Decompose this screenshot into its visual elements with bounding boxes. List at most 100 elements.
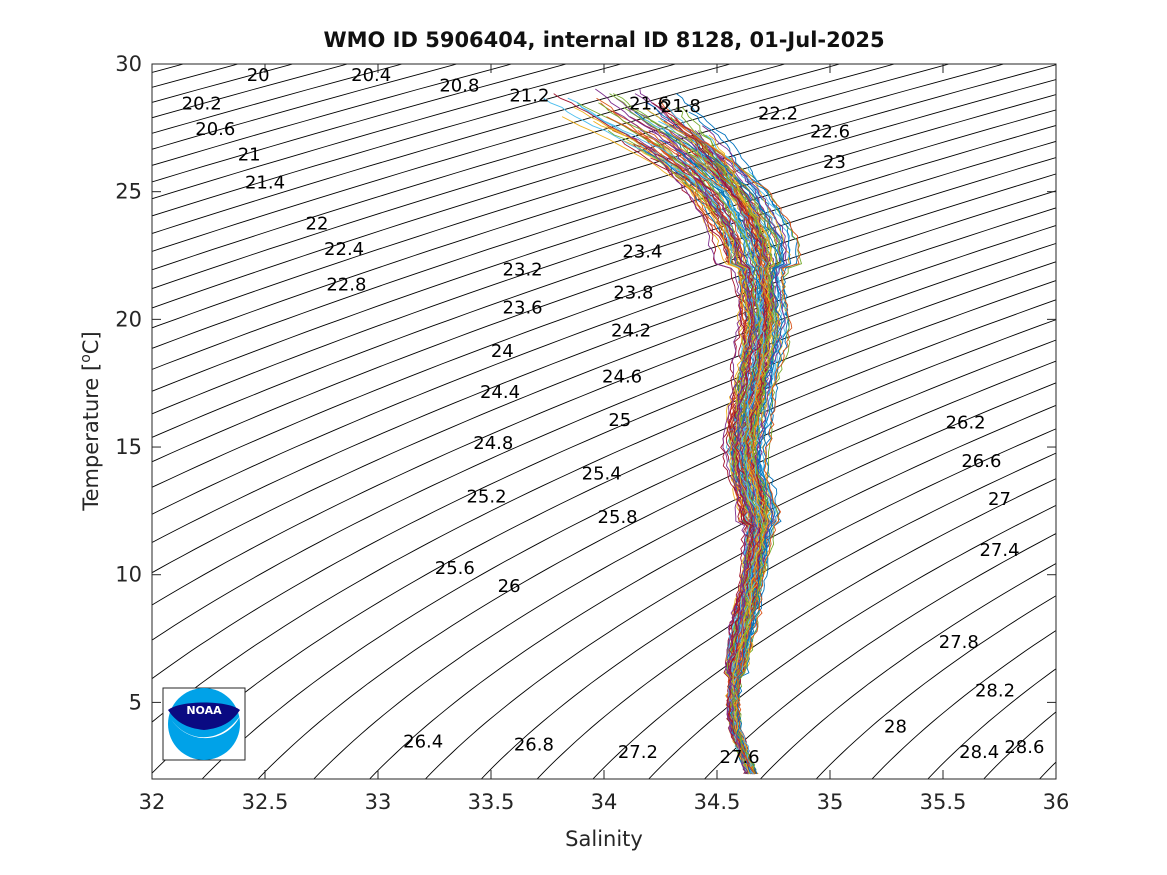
contour-label: 23.4 — [622, 241, 662, 262]
contour-label: 25.8 — [598, 507, 638, 528]
density-contour-27.8 — [759, 563, 1056, 779]
contour-label: 22.2 — [758, 104, 798, 125]
x-tick-label: 36 — [1043, 790, 1070, 814]
profile-line — [730, 157, 776, 775]
density-contour-28.8 — [1038, 761, 1056, 779]
contour-label: 24.2 — [611, 321, 651, 342]
y-tick-label: 15 — [115, 435, 142, 459]
contour-label: 21.8 — [661, 96, 701, 117]
density-contour-22.0 — [152, 64, 842, 271]
y-tick-label: 25 — [115, 180, 142, 204]
contour-label: 24.8 — [473, 433, 513, 454]
x-tick-label: 35.5 — [920, 790, 967, 814]
density-contour-22.4 — [152, 64, 951, 309]
density-contour-25.0 — [152, 242, 1056, 641]
density-contour-21.8 — [152, 64, 787, 252]
contour-label: 27.8 — [939, 632, 979, 653]
profile-line — [692, 139, 763, 775]
noaa-logo: NOAA — [162, 687, 246, 761]
density-contour-27.0 — [536, 452, 1056, 779]
noaa-logo-navy-bird — [168, 702, 240, 730]
density-contour-24.2 — [152, 173, 1056, 515]
y-tick-label: 20 — [115, 307, 142, 331]
density-contour-27.6 — [703, 533, 1056, 779]
contour-label: 25.2 — [466, 487, 506, 508]
density-contour-23.6 — [152, 125, 1056, 438]
contour-label: 22 — [306, 213, 329, 234]
profile-line — [681, 162, 755, 775]
density-contour-26.0 — [257, 339, 1056, 779]
profile-line — [702, 125, 787, 775]
noaa-logo-text: NOAA — [186, 704, 222, 717]
density-contour-25.4 — [152, 280, 1056, 723]
contour-label: 28.4 — [959, 742, 999, 763]
contour-label: 27 — [988, 489, 1011, 510]
contour-label: 27.6 — [720, 747, 760, 768]
contour-label: 22.6 — [810, 121, 850, 142]
contour-label: 28.2 — [975, 681, 1015, 702]
density-contour-26.4 — [368, 382, 1056, 779]
plot-frame — [151, 63, 1057, 780]
density-contour-23.4 — [152, 109, 1056, 415]
contour-label: 23 — [823, 152, 846, 173]
density-contour-27.4 — [648, 504, 1056, 779]
profile-line — [703, 153, 785, 774]
contour-label: 23.6 — [503, 298, 543, 319]
profile-line — [627, 107, 759, 775]
profile-line — [695, 162, 764, 775]
density-contour-23.8 — [152, 140, 1056, 463]
contour-label: 27.4 — [979, 540, 1019, 561]
density-contour-23.2 — [152, 94, 1056, 392]
contour-label: 20.4 — [351, 65, 391, 86]
axes: 32 32.5 33 33.5 34 34.5 35 35.5 36 5 10 15 20 25 30 — [115, 52, 1069, 814]
density-contour-21.0 — [152, 64, 569, 183]
density-contour-26.2 — [313, 360, 1056, 779]
contour-label: 26.2 — [946, 413, 986, 434]
x-tick-label: 32 — [139, 790, 166, 814]
contour-label: 24 — [491, 341, 514, 362]
density-contour-28.2 — [871, 629, 1056, 779]
density-contour-26.8 — [480, 428, 1056, 779]
contour-label: 20.6 — [195, 119, 235, 140]
contour-label: 26.4 — [403, 732, 443, 753]
x-tick-label: 35 — [817, 790, 844, 814]
contour-label: 20 — [247, 65, 270, 86]
y-axis-label-main: Temperature [ — [79, 363, 103, 512]
contour-label: 28 — [884, 716, 907, 737]
profile-line — [595, 88, 757, 775]
noaa-logo-wave — [170, 716, 240, 739]
contour-label: 26.8 — [514, 734, 554, 755]
density-contour-20.0 — [152, 64, 295, 103]
contour-label: 21.6 — [629, 93, 669, 114]
contour-labels: 20 20.2 20.4 20.6 20.8 21 21.2 21.4 21.621.8 22 22… — [182, 65, 1045, 768]
profile-line — [606, 116, 773, 775]
density-contour-24.0 — [152, 157, 1056, 488]
contour-label: 25 — [608, 410, 631, 431]
density-contours — [0, 51, 1056, 792]
density-contour-21.2 — [152, 64, 623, 200]
profile-line — [649, 148, 750, 774]
density-contour-24.8 — [152, 225, 1056, 606]
profile-line — [690, 148, 774, 774]
x-tick-label: 33 — [365, 790, 392, 814]
density-contour-21.4 — [152, 64, 678, 217]
density-contour-21.6 — [152, 64, 733, 234]
contour-label: 23.2 — [503, 259, 543, 280]
contour-label: 25.6 — [435, 558, 475, 579]
density-contour-19.2 — [0, 51, 122, 792]
profile-line — [670, 157, 754, 774]
chart-title: WMO ID 5906404, internal ID 8128, 01-Jul… — [323, 28, 885, 52]
contour-label: 22.8 — [326, 275, 366, 296]
contour-label: 24.4 — [480, 382, 520, 403]
profile-line — [623, 107, 775, 775]
density-contour-22.2 — [152, 64, 897, 290]
contour-label: 28.6 — [1004, 737, 1044, 758]
density-contour-26.6 — [424, 404, 1056, 779]
contour-label: 21.2 — [509, 86, 549, 107]
contour-label: 21 — [238, 144, 261, 165]
x-tick-label: 33.5 — [468, 790, 515, 814]
density-contour-24.4 — [152, 190, 1056, 544]
y-tick-label: 30 — [115, 52, 142, 76]
y-tick-label: 5 — [129, 690, 142, 714]
